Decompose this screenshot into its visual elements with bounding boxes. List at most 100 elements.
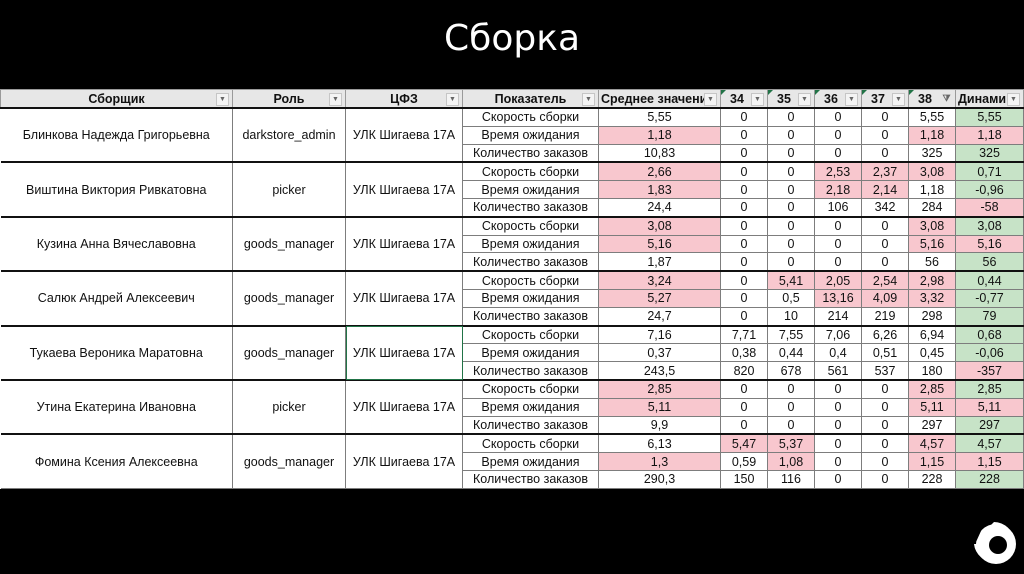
week-34-cell[interactable]: 0 — [720, 378, 768, 399]
dynamics-cell[interactable]: 4,57 — [955, 433, 1024, 454]
filter-dropdown-icon[interactable]: ▼ — [582, 93, 595, 106]
week-36-cell[interactable]: 2,53 — [814, 161, 862, 182]
week-38-cell[interactable]: 325 — [908, 143, 956, 163]
week-35-cell[interactable]: 0 — [767, 252, 815, 272]
filter-dropdown-icon[interactable]: ▼ — [1007, 93, 1020, 106]
week-36-cell[interactable]: 0 — [814, 415, 862, 435]
indicator-cell[interactable]: Количество заказов — [462, 469, 599, 489]
average-cell[interactable]: 1,18 — [598, 125, 721, 145]
week-36-cell[interactable]: 2,18 — [814, 180, 862, 199]
week-36-cell[interactable]: 13,16 — [814, 288, 862, 308]
week-36-cell[interactable]: 106 — [814, 197, 862, 218]
col-header-role[interactable]: Роль ▼ — [232, 89, 346, 109]
dynamics-cell[interactable]: -0,06 — [955, 343, 1024, 363]
week-38-cell[interactable]: 1,18 — [908, 125, 956, 145]
week-35-cell[interactable]: 0 — [767, 415, 815, 435]
indicator-cell[interactable]: Время ожидания — [462, 234, 599, 254]
week-35-cell[interactable]: 10 — [767, 306, 815, 327]
average-cell[interactable]: 1,83 — [598, 180, 721, 199]
average-cell[interactable]: 1,87 — [598, 252, 721, 272]
week-37-cell[interactable]: 0 — [861, 452, 909, 471]
week-34-cell[interactable]: 0 — [720, 252, 768, 272]
indicator-cell[interactable]: Время ожидания — [462, 180, 599, 199]
week-37-cell[interactable]: 0 — [861, 469, 909, 489]
week-34-cell[interactable]: 0 — [720, 288, 768, 308]
average-cell[interactable]: 3,08 — [598, 215, 721, 236]
week-34-cell[interactable]: 0 — [720, 180, 768, 199]
cfz-cell[interactable]: УЛК Шигаева 17А — [345, 161, 463, 218]
dynamics-cell[interactable]: 5,11 — [955, 397, 1024, 417]
week-35-cell[interactable]: 0 — [767, 378, 815, 399]
week-38-cell[interactable]: 284 — [908, 197, 956, 218]
week-37-cell[interactable]: 0 — [861, 397, 909, 417]
week-36-cell[interactable]: 0 — [814, 469, 862, 489]
dynamics-cell[interactable]: 1,18 — [955, 125, 1024, 145]
week-37-cell[interactable]: 6,26 — [861, 324, 909, 345]
week-36-cell[interactable]: 0 — [814, 106, 862, 127]
week-38-cell[interactable]: 2,98 — [908, 270, 956, 290]
filter-dropdown-icon[interactable]: ▼ — [751, 93, 764, 106]
week-35-cell[interactable]: 0 — [767, 143, 815, 163]
person-name-cell[interactable]: Тукаева Вероника Маратовна — [0, 324, 233, 381]
week-34-cell[interactable]: 0 — [720, 234, 768, 254]
week-38-cell[interactable]: 297 — [908, 415, 956, 435]
indicator-cell[interactable]: Время ожидания — [462, 343, 599, 363]
dynamics-cell[interactable]: 5,55 — [955, 106, 1024, 127]
cfz-cell[interactable]: УЛК Шигаева 17А — [345, 215, 463, 272]
week-38-cell[interactable]: 3,08 — [908, 215, 956, 236]
week-36-cell[interactable]: 214 — [814, 306, 862, 327]
week-35-cell[interactable]: 0 — [767, 234, 815, 254]
week-34-cell[interactable]: 0 — [720, 270, 768, 290]
week-36-cell[interactable]: 0 — [814, 378, 862, 399]
indicator-cell[interactable]: Скорость сборки — [462, 106, 599, 127]
dynamics-cell[interactable]: 3,08 — [955, 215, 1024, 236]
filter-dropdown-icon[interactable]: ▼ — [845, 93, 858, 106]
cfz-cell[interactable]: УЛК Шигаева 17А — [345, 270, 463, 327]
week-34-cell[interactable]: 0 — [720, 306, 768, 327]
week-35-cell[interactable]: 0 — [767, 125, 815, 145]
week-38-cell[interactable]: 5,55 — [908, 106, 956, 127]
week-38-cell[interactable]: 4,57 — [908, 433, 956, 454]
week-35-cell[interactable]: 0,5 — [767, 288, 815, 308]
week-34-cell[interactable]: 0 — [720, 125, 768, 145]
role-cell[interactable]: goods_manager — [232, 324, 346, 381]
week-37-cell[interactable]: 0 — [861, 252, 909, 272]
week-36-cell[interactable]: 0 — [814, 433, 862, 454]
average-cell[interactable]: 10,83 — [598, 143, 721, 163]
week-37-cell[interactable]: 2,14 — [861, 180, 909, 199]
indicator-cell[interactable]: Время ожидания — [462, 452, 599, 471]
person-name-cell[interactable]: Кузина Анна Вячеславовна — [0, 215, 233, 272]
col-header-week-38[interactable]: 38 ⧩ — [908, 89, 956, 109]
week-37-cell[interactable]: 4,09 — [861, 288, 909, 308]
average-cell[interactable]: 9,9 — [598, 415, 721, 435]
week-38-cell[interactable]: 6,94 — [908, 324, 956, 345]
dynamics-cell[interactable]: -0,77 — [955, 288, 1024, 308]
filter-dropdown-icon[interactable]: ▼ — [446, 93, 459, 106]
week-37-cell[interactable]: 0 — [861, 234, 909, 254]
average-cell[interactable]: 5,55 — [598, 106, 721, 127]
average-cell[interactable]: 2,85 — [598, 378, 721, 399]
week-38-cell[interactable]: 0,45 — [908, 343, 956, 363]
person-name-cell[interactable]: Утина Екатерина Ивановна — [0, 378, 233, 435]
person-name-cell[interactable]: Блинкова Надежда Григорьевна — [0, 106, 233, 163]
week-38-cell[interactable]: 3,08 — [908, 161, 956, 182]
average-cell[interactable]: 5,16 — [598, 234, 721, 254]
role-cell[interactable]: goods_manager — [232, 215, 346, 272]
col-header-week-36[interactable]: 36 ▼ — [814, 89, 862, 109]
indicator-cell[interactable]: Количество заказов — [462, 361, 599, 381]
average-cell[interactable]: 7,16 — [598, 324, 721, 345]
week-37-cell[interactable]: 0 — [861, 433, 909, 454]
week-37-cell[interactable]: 0,51 — [861, 343, 909, 363]
dynamics-cell[interactable]: 0,44 — [955, 270, 1024, 290]
role-cell[interactable]: picker — [232, 378, 346, 435]
week-34-cell[interactable]: 0 — [720, 415, 768, 435]
week-34-cell[interactable]: 150 — [720, 469, 768, 489]
col-header-cfz[interactable]: ЦФЗ ▼ — [345, 89, 463, 109]
week-34-cell[interactable]: 0 — [720, 397, 768, 417]
week-34-cell[interactable]: 0 — [720, 106, 768, 127]
week-36-cell[interactable]: 0 — [814, 234, 862, 254]
week-36-cell[interactable]: 0 — [814, 125, 862, 145]
week-38-cell[interactable]: 298 — [908, 306, 956, 327]
week-35-cell[interactable]: 0 — [767, 197, 815, 218]
average-cell[interactable]: 6,13 — [598, 433, 721, 454]
